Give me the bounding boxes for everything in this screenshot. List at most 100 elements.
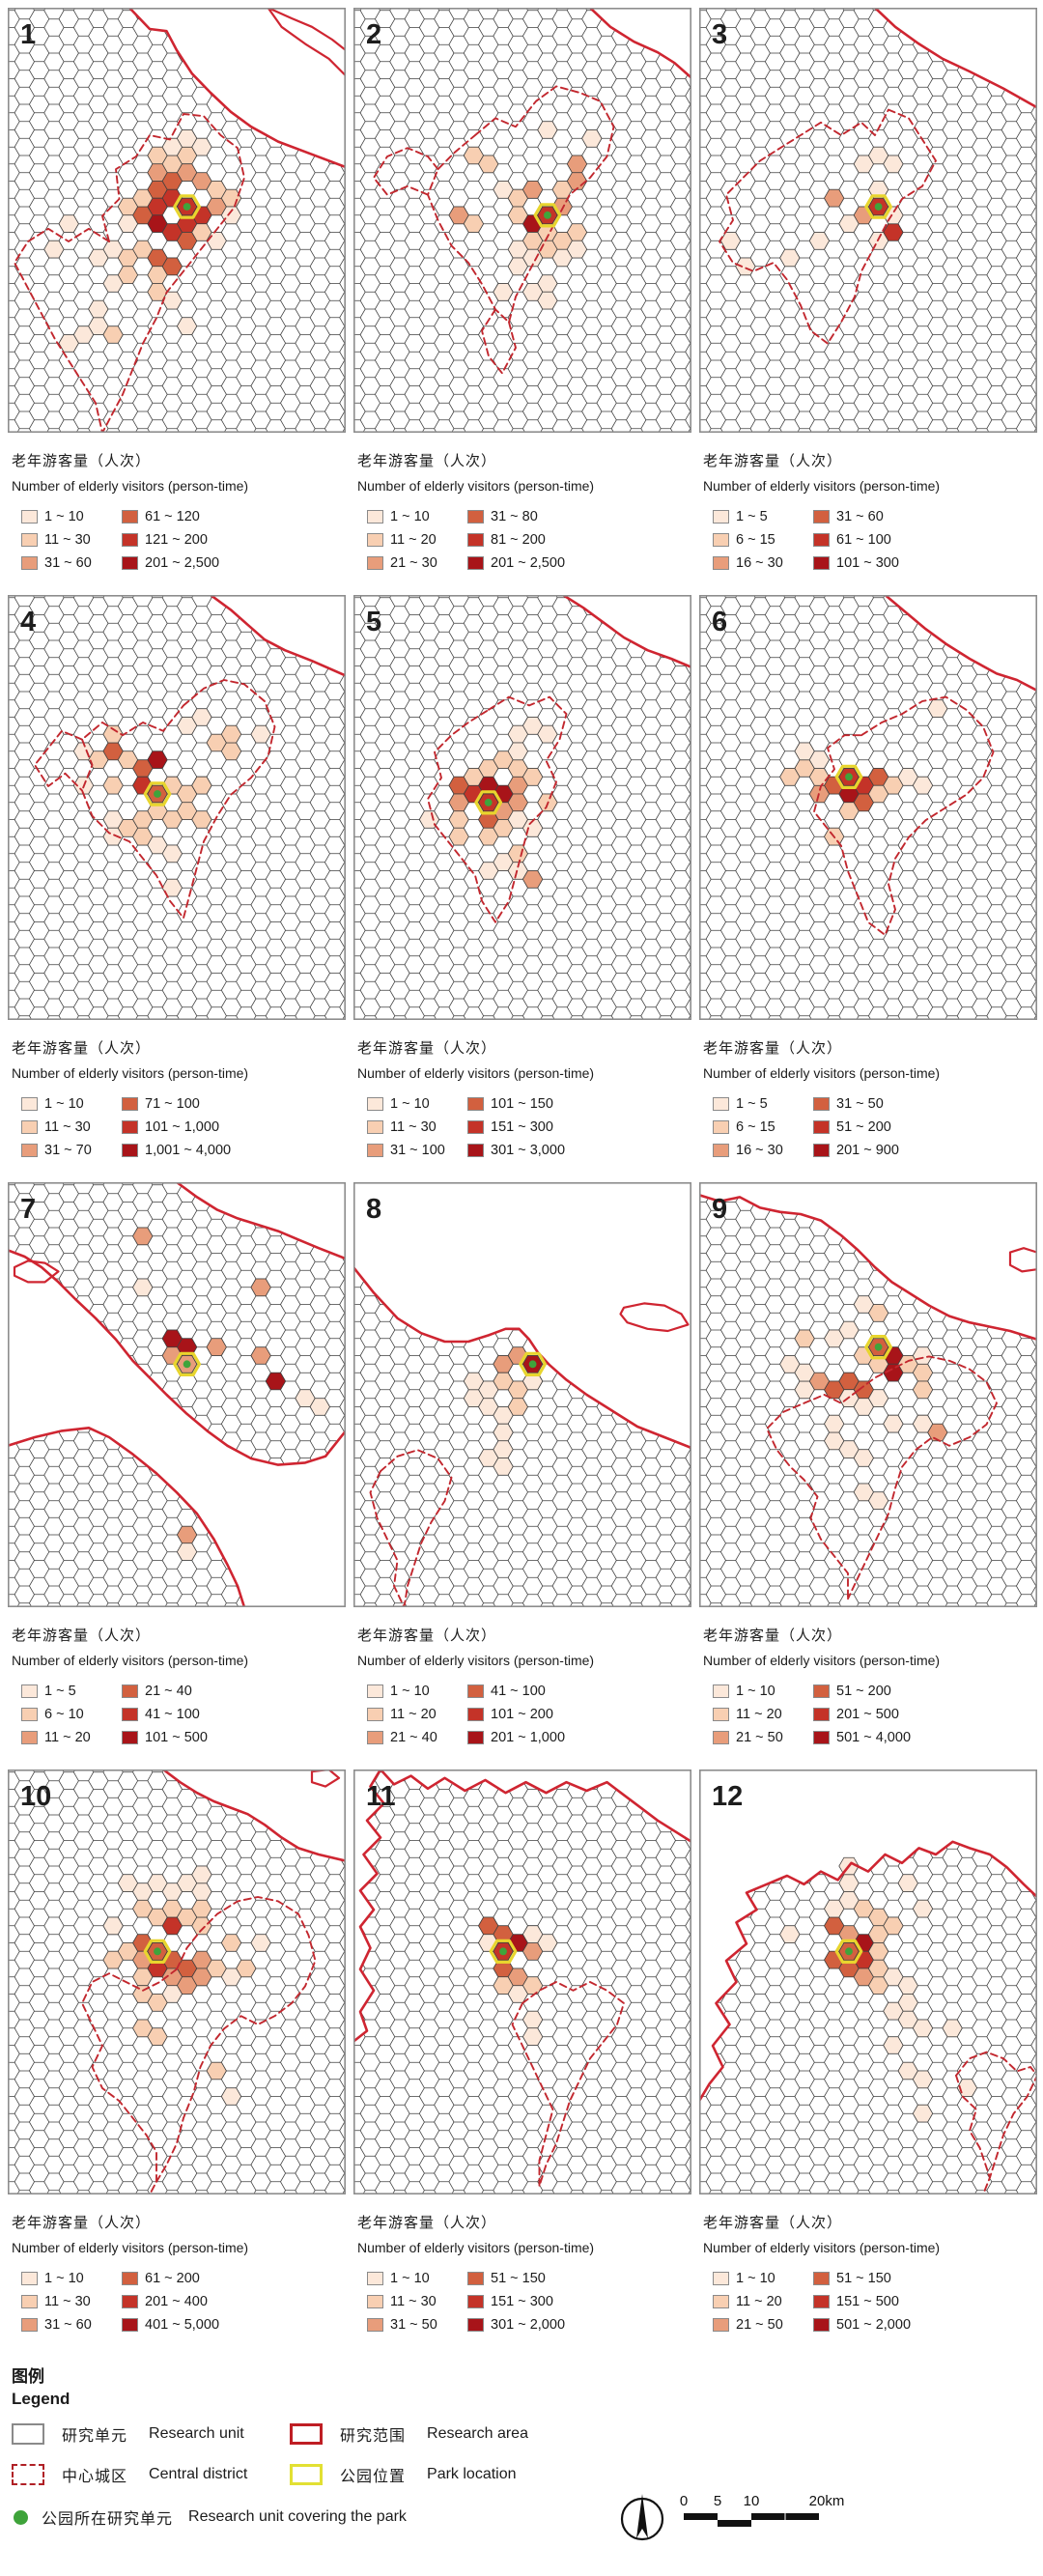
panel-legend-title-zh: 老年游客量（人次） (357, 1628, 497, 1644)
visitor-count-cell (912, 776, 934, 795)
legend-class-range: 41 ~ 100 (491, 1684, 546, 1699)
legend-class-range: 1 ~ 5 (736, 509, 768, 524)
legend-class-swatch (813, 2318, 830, 2332)
legend-class-swatch (21, 2318, 38, 2332)
visitor-count-cell (265, 1372, 287, 1391)
legend-class-item: 51 ~ 200 (813, 1116, 1037, 1139)
visitor-count-cell (102, 1916, 124, 1936)
legend-class-range: 121 ~ 200 (145, 532, 208, 548)
map-svg-5: 5 (353, 595, 691, 1020)
legend-item-research-area: 研究范围 Research area (290, 2422, 528, 2446)
legend-class-item: 101 ~ 200 (467, 1703, 691, 1726)
map-svg-12: 12 (699, 1769, 1037, 2194)
visitor-count-cell (883, 2001, 904, 2021)
legend-class-swatch (813, 1097, 830, 1111)
visitor-count-cell (478, 862, 499, 880)
legend-class-swatch (467, 556, 484, 570)
legend-class-swatch (813, 510, 830, 524)
legend-class-range: 1 ~ 10 (390, 1684, 430, 1699)
visitor-count-cell (808, 232, 831, 250)
legend-class-range: 101 ~ 200 (491, 1707, 553, 1722)
visitor-count-cell (912, 1899, 934, 1918)
panel-legend-classes: 1 ~ 5 6 ~ 10 11 ~ 20 21 ~ 40 41 ~ 100 101 ~ 5… (21, 1680, 346, 1749)
legend-class-range: 101 ~ 150 (491, 1096, 553, 1112)
visitor-count-cell (102, 326, 124, 344)
legend-class-range: 1 ~ 10 (390, 509, 430, 524)
legend-class-range: 201 ~ 500 (836, 1707, 899, 1722)
map-panel-8: 8 (353, 1182, 691, 1607)
panel-legend-title-zh: 老年游客量（人次） (703, 453, 843, 469)
legend-class-item: 51 ~ 200 (813, 1680, 1037, 1703)
legend-class-range: 1 ~ 10 (736, 2271, 775, 2286)
legend-class-range: 6 ~ 10 (44, 1707, 84, 1722)
map-svg-3: 3 (699, 8, 1037, 433)
panel-legend-title-en: Number of elderly visitors (person-time) (357, 1065, 595, 1081)
research-unit-label-en: Research unit (149, 2425, 244, 2442)
central-district-boundary (813, 695, 995, 936)
legend-class-range: 151 ~ 300 (491, 2294, 553, 2309)
central-district-swatch (12, 2464, 44, 2485)
panel-number: 2 (366, 19, 381, 50)
water-mask (353, 1182, 691, 1448)
legend-class-swatch (813, 533, 830, 547)
visitor-count-cell (507, 742, 528, 761)
panel-legend-9: 老年游客量（人次） Number of elderly visitors (pe… (699, 1619, 1037, 1762)
panel-border (699, 1182, 1037, 1607)
panel-legend-1: 老年游客量（人次） Number of elderly visitors (pe… (8, 444, 346, 587)
legend-class-item: 101 ~ 300 (813, 552, 1037, 575)
legend-class-swatch (713, 2318, 729, 2332)
panel-border (699, 595, 1037, 1020)
visitor-count-cell (867, 1491, 889, 1510)
legend-class-item: 201 ~ 900 (813, 1139, 1037, 1162)
legend-class-range: 1 ~ 10 (736, 1684, 775, 1699)
legend-class-range: 31 ~ 80 (491, 509, 538, 524)
legend-class-range: 51 ~ 150 (836, 2271, 891, 2286)
research-area-label-en: Research area (427, 2425, 528, 2442)
park-location-marker (143, 1939, 172, 1964)
legend-class-item: 201 ~ 2,500 (467, 552, 691, 575)
visitor-count-cell (463, 768, 485, 786)
panel-legend-title-en: Number of elderly visitors (person-time) (703, 1653, 941, 1668)
legend-class-swatch (21, 556, 38, 570)
island-outline (267, 8, 346, 77)
panel-number: 11 (366, 1781, 396, 1812)
legend-class-range: 1 ~ 10 (390, 1096, 430, 1112)
legend-class-item: 1 ~ 10 (713, 2267, 813, 2290)
central-district-boundary (427, 695, 568, 923)
legend-class-swatch (713, 1731, 729, 1744)
visitor-count-cell (912, 2104, 934, 2123)
legend-class-item: 201 ~ 500 (813, 1703, 1037, 1726)
legend-class-item: 6 ~ 15 (713, 528, 813, 552)
water-mask (563, 595, 691, 667)
legend-class-item: 201 ~ 1,000 (467, 1726, 691, 1749)
visitor-count-cell (132, 1278, 154, 1297)
legend-class-range: 16 ~ 30 (736, 1143, 783, 1158)
map-svg-1: 1 (8, 8, 346, 433)
legend-class-item: 31 ~ 60 (21, 552, 122, 575)
legend-class-range: 6 ~ 15 (736, 1119, 775, 1135)
research-area-boundary (127, 8, 346, 169)
north-arrow-icon (620, 2494, 664, 2541)
visitor-count-cell (58, 214, 79, 233)
panel-border (8, 595, 346, 1020)
park-location-marker (533, 203, 562, 228)
legend-class-swatch (467, 1708, 484, 1721)
legend-class-item: 1,001 ~ 4,000 (122, 1139, 346, 1162)
park-unit-dot (484, 798, 493, 807)
park-unit-label-en: Research unit covering the park (188, 2508, 407, 2525)
park-location-marker (474, 790, 503, 815)
legend-class-range: 201 ~ 400 (145, 2294, 208, 2309)
visitor-count-cell (927, 699, 948, 718)
visitor-count-cell (824, 1899, 845, 1918)
central-district-boundary (766, 1389, 860, 1600)
legend-class-item: 11 ~ 20 (713, 1703, 813, 1726)
legend-class-item: 11 ~ 20 (21, 1726, 122, 1749)
visitor-count-cell (102, 776, 124, 795)
map-panel-1: 1 (8, 8, 346, 433)
park-unit-dot (845, 773, 853, 781)
research-area-swatch (290, 2423, 323, 2445)
legend-class-range: 201 ~ 900 (836, 1143, 899, 1158)
legend-class-range: 51 ~ 150 (491, 2271, 546, 2286)
legend-class-swatch (467, 1684, 484, 1698)
legend-class-swatch (122, 1684, 138, 1698)
